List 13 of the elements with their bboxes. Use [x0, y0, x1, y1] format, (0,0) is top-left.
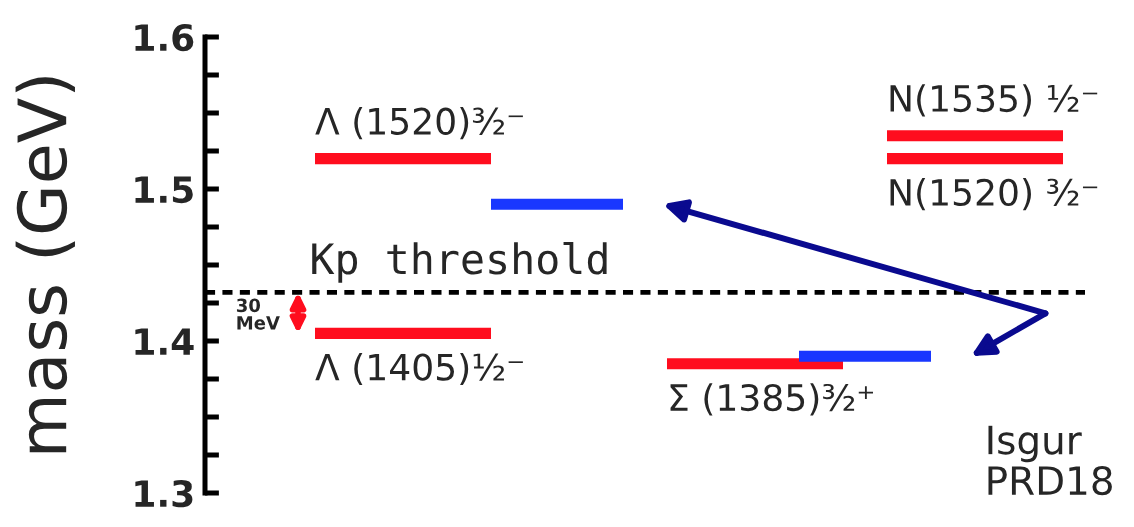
ref-line-label: Kp threshold: [312, 242, 607, 283]
y-tick-label: 1.6: [135, 23, 194, 52]
text: Isgur PRD18: [988, 425, 1112, 496]
y-tick-label: 1.4: [135, 328, 194, 355]
series-label: Λ (1520)³⁄₂⁻: [315, 107, 523, 140]
annotation: 30 MeV: [236, 298, 280, 330]
y-tick-label: 1.5: [135, 176, 193, 204]
legend-label: Λ (1405)¹⁄₂⁻: [315, 352, 523, 386]
series-label: N(1535) ¹⁄₂⁻: [890, 84, 1098, 117]
series-label: N(1520) ³⁄₂⁻: [890, 178, 1098, 211]
y-axis-title: mass (GeV): [15, 77, 75, 453]
y-tick-label: 1.3: [135, 479, 193, 508]
series-label: Σ (1385)³⁄₂⁺: [670, 383, 873, 416]
